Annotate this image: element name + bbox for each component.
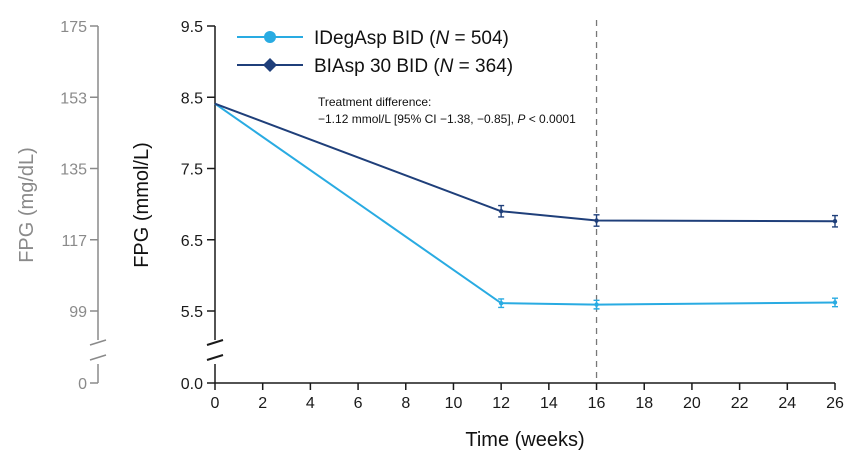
x-tick-label: 26 [826,395,844,412]
primary-y-axis-title: FPG (mmol/L) [131,142,153,268]
x-tick-label: 16 [588,395,606,412]
primary-y-tick-label: 7.5 [181,162,203,179]
primary-y-tick-label: 5.5 [181,304,203,321]
series-2 [214,102,838,228]
data-point [594,218,599,223]
axis-break-mark-secondary [89,339,107,361]
data-point [498,300,504,306]
secondary-y-tick-label: 175 [60,19,87,36]
x-tick-label: 6 [354,395,363,412]
primary-y-tick-label: 6.5 [181,233,203,250]
primary-y-tick-label: 9.5 [181,19,203,36]
secondary-y-axis-title: FPG (mg/dL) [16,147,38,263]
legend: IDegAsp BID (N = 504) BIAsp 30 BID (N = 3… [237,28,513,77]
annotation-line-2: −1.12 mmol/L [95% CI −1.38, −0.85], P < … [318,112,576,126]
data-point [832,300,838,305]
x-tick-label: 18 [635,395,653,412]
legend-item-1: IDegAsp BID (N = 504) [237,28,509,49]
secondary-y-axis [89,26,107,383]
secondary-y-tick-label: 153 [60,90,87,107]
secondary-y-tick-label: 99 [69,304,87,321]
series-1 [214,102,838,310]
secondary-y-tick-label: 0 [78,376,87,393]
primary-y-axis [206,26,224,383]
x-tick-label: 20 [683,395,701,412]
x-tick-label: 4 [306,395,315,412]
data-point [498,209,504,214]
series-line [214,102,836,223]
legend-label: IDegAsp BID (N = 504) [314,28,509,49]
x-tick-label: 14 [540,395,558,412]
legend-item-2: BIAsp 30 BID (N = 364) [237,56,513,77]
x-tick-label: 22 [731,395,749,412]
legend-marker-diamond [263,58,277,72]
x-tick-label: 10 [445,395,463,412]
x-tick-label: 8 [401,395,410,412]
x-tick-label: 0 [211,395,220,412]
annotation-line-1: Treatment difference: [318,95,431,109]
treatment-difference-annotation: Treatment difference: −1.12 mmol/L [95% … [318,95,576,126]
primary-y-tick-label: 0.0 [181,376,203,393]
x-tick-label: 24 [778,395,796,412]
secondary-y-tick-label: 117 [61,233,87,250]
x-tick-label: 2 [258,395,267,412]
axis-break-mark-primary [206,339,224,361]
x-tick-label: 12 [492,395,510,412]
primary-y-tick-label: 8.5 [181,90,203,107]
secondary-y-tick-label: 135 [60,162,87,179]
x-axis-title: Time (weeks) [465,429,584,451]
legend-marker-circle [264,31,276,43]
series-line [214,102,836,306]
data-point [832,219,838,224]
data-point [594,302,599,307]
legend-label: BIAsp 30 BID (N = 364) [314,56,513,77]
